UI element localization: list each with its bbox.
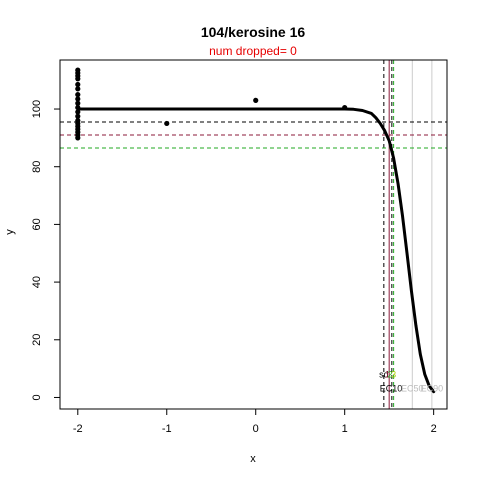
fit-curve-layer [78,109,434,392]
x-tick-label-1: -1 [162,423,172,435]
y-tick-label-3: 60 [31,218,43,230]
data-point-5 [75,86,80,91]
x-tick-label-0: -2 [73,423,83,435]
y-tick-label-5: 100 [31,100,43,118]
chart-subtitle: num dropped= 0 [209,44,297,58]
data-point-21 [342,105,347,110]
y-tick-label-4: 80 [31,161,43,173]
data-point-3 [75,76,80,81]
data-point-18 [75,135,80,140]
x-tick-label-4: 2 [431,423,437,435]
x-tick-label-3: 1 [342,423,348,435]
x-tick-label-2: 0 [253,423,259,435]
annotation-6: EC90 [421,384,444,394]
data-point-19 [164,121,169,126]
data-points [75,67,347,140]
fit-curve [78,109,434,392]
annotation-4: EC10 [380,384,403,394]
reference-lines [60,60,447,409]
chart-title: 104/kerosine 16 [201,24,306,40]
y-tick-label-2: 40 [31,276,43,288]
y-tick-label-1: 20 [31,334,43,346]
y-axis-label: y [4,229,16,235]
y-tick-label-0: 0 [31,394,43,400]
x-axis-label: x [250,453,256,465]
data-point-20 [253,98,258,103]
annotation-3: 3 [391,369,396,379]
